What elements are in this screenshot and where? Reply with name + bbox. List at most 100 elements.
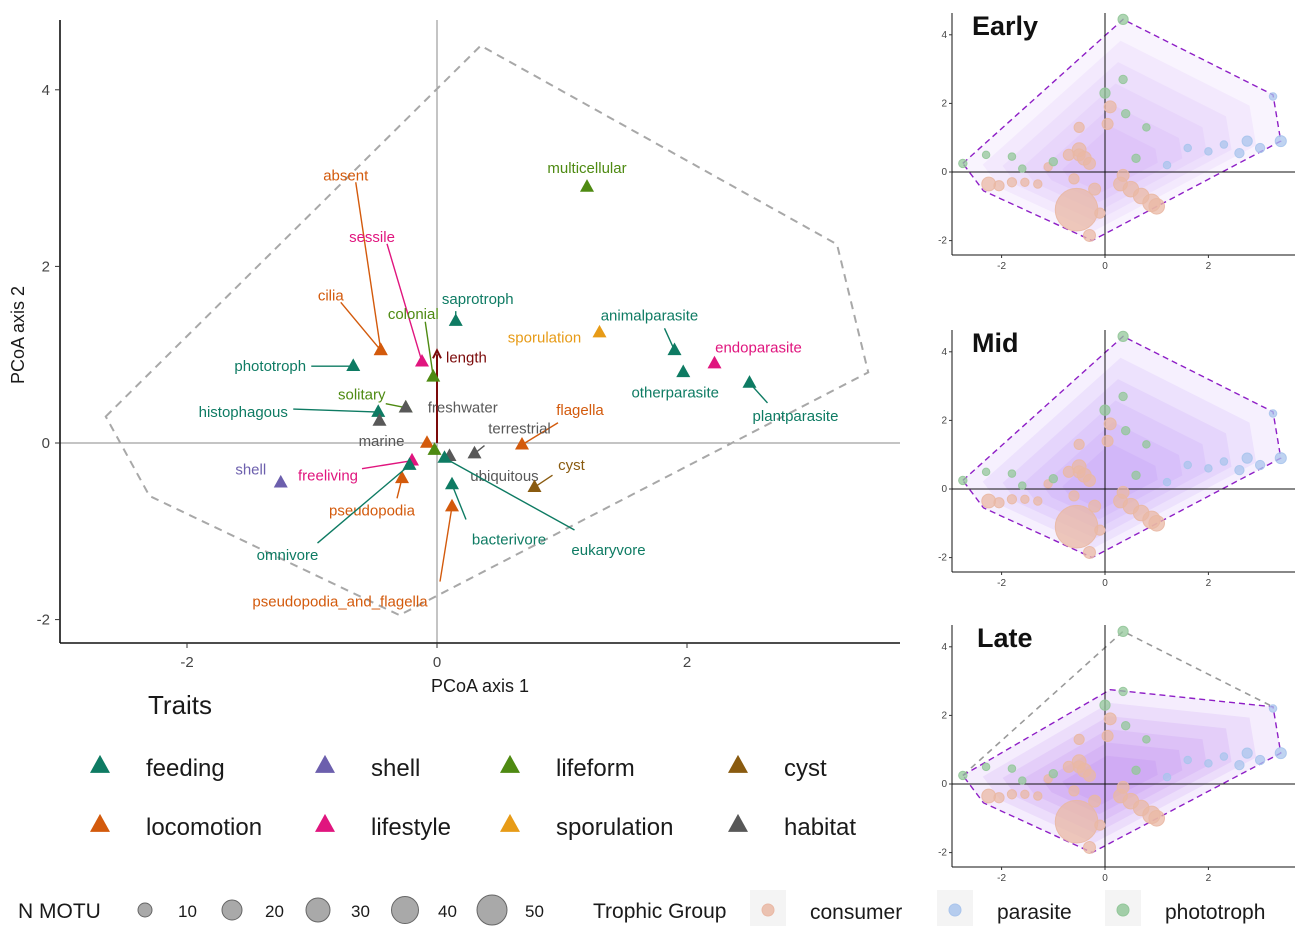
motu-point-consumer [1006, 494, 1018, 505]
motu-point-phototroph [1048, 157, 1059, 167]
label-leader-line [521, 422, 559, 446]
motu-point-parasite [1183, 460, 1192, 470]
trait-label-sessile: sessile [349, 229, 395, 246]
trait-label-freeliving: freeliving [298, 468, 358, 485]
motu-point-consumer [1068, 490, 1080, 502]
motu-point-parasite [1254, 754, 1266, 766]
motu-point-parasite [1219, 140, 1229, 149]
x-tick-label: 2 [683, 654, 691, 671]
motu-point-consumer [1033, 791, 1043, 801]
hull-shade-layer [982, 357, 1257, 548]
size-legend-label: 30 [351, 902, 370, 921]
motu-point-parasite [1234, 759, 1245, 771]
size-legend-label: 40 [438, 902, 457, 921]
motu-point-phototroph [958, 770, 968, 781]
motu-point-consumer [1103, 712, 1117, 726]
trait-label-cyst: cyst [558, 457, 586, 474]
motu-point-consumer [1062, 760, 1075, 773]
motu-point-consumer [1103, 100, 1117, 114]
legend-label-sporulation: sporulation [556, 814, 673, 841]
motu-point-parasite [1241, 135, 1253, 147]
motu-point-consumer [1101, 729, 1114, 743]
motu-point-phototroph [1048, 769, 1059, 779]
panel-y-tick-label: 2 [941, 710, 947, 721]
motu-point-phototroph [1099, 699, 1111, 711]
trait-marker-terrestrial [467, 445, 482, 459]
trait-label-ubiquitous: ubiquitous [470, 468, 538, 485]
motu-point-consumer [1082, 228, 1096, 242]
trait-marker-pseudopodia_and_flagella [445, 498, 459, 512]
trait-marker-otherparasite [676, 364, 691, 378]
trophic-group-legend-title: Trophic Group [593, 900, 726, 923]
motu-point-phototroph [1131, 153, 1141, 163]
hull-shade-layer [962, 19, 1281, 241]
panel-x-tick-label: 2 [1206, 578, 1212, 589]
size-legend-circle [221, 899, 243, 921]
label-leader-line [424, 321, 434, 377]
trait-label-shell: shell [235, 462, 266, 479]
motu-point-parasite [1254, 142, 1266, 154]
motu-point-consumer [1020, 789, 1030, 799]
motu-point-consumer [1006, 789, 1018, 800]
motu-point-consumer [1082, 545, 1096, 559]
motu-point-phototroph [981, 150, 991, 160]
panel-y-tick-label: -2 [938, 236, 947, 247]
motu-point-parasite [1268, 409, 1278, 418]
trait-label-absent: absent [323, 167, 369, 184]
motu-point-phototroph [1018, 164, 1027, 173]
size-legend-circle [137, 902, 153, 918]
hull-shade-layer [1002, 379, 1232, 539]
panel-title: Early [972, 11, 1038, 41]
trait-marker-lifeform [427, 442, 442, 455]
x-tick-label: 0 [433, 654, 441, 671]
trait-marker-shell [273, 474, 288, 488]
size-legend-circle [305, 897, 331, 923]
motu-point-phototroph [1142, 440, 1151, 449]
trait-label-plantparasite: plantparasite [753, 408, 839, 425]
n-motu-legend-title: N MOTU [18, 900, 101, 923]
motu-point-phototroph [1142, 123, 1151, 132]
legend-triangle-feeding [90, 754, 110, 773]
panel-late: -2 0 2 -2 0 2 4 Late [938, 623, 1295, 884]
main-x-axis-title: PCoA axis 1 [431, 676, 529, 696]
motu-point-consumer [1094, 524, 1106, 536]
label-leader-line [355, 182, 382, 351]
motu-point-phototroph [1120, 720, 1131, 731]
motu-point-parasite [1204, 147, 1213, 156]
motu-point-consumer [1033, 179, 1043, 189]
motu-point-parasite [1234, 147, 1245, 159]
motu-point-parasite [1162, 477, 1172, 487]
trait-marker-flagella [515, 436, 529, 450]
motu-point-parasite [1183, 755, 1192, 765]
motu-point-parasite [1183, 143, 1192, 153]
legend-label-lifestyle: lifestyle [371, 814, 451, 841]
motu-point-parasite [1254, 459, 1266, 471]
trophic-legend-label-phototroph: phototroph [1165, 901, 1265, 924]
trait-label-flagella: flagella [556, 402, 604, 419]
motu-point-phototroph [1131, 470, 1141, 480]
motu-point-parasite [1274, 135, 1287, 148]
motu-point-consumer [1020, 177, 1030, 187]
motu-point-parasite [1241, 452, 1253, 464]
motu-point-consumer [1116, 780, 1130, 794]
motu-point-consumer [1094, 819, 1106, 831]
motu-point-consumer [1054, 504, 1099, 549]
hull-shade-layer [982, 40, 1257, 231]
motu-point-phototroph [1118, 74, 1128, 85]
motu-point-phototroph [958, 475, 968, 486]
motu-point-consumer [1054, 187, 1099, 232]
hull-shade-layer [962, 689, 1281, 853]
panel-x-tick-label: 2 [1206, 261, 1212, 272]
motu-point-parasite [1219, 457, 1229, 466]
trait-marker-saprotroph [448, 313, 463, 326]
motu-point-consumer [1088, 794, 1102, 808]
motu-point-consumer [1094, 207, 1106, 219]
motu-point-consumer [981, 493, 997, 509]
motu-point-phototroph [1007, 469, 1017, 478]
motu-point-consumer [981, 788, 997, 804]
motu-point-consumer [1020, 494, 1030, 504]
trait-label-histophagous: histophagous [199, 404, 288, 421]
panel-x-tick-label: 2 [1206, 873, 1212, 884]
trophic-legend-label-parasite: parasite [997, 901, 1072, 924]
trait-marker-marine [372, 413, 387, 426]
